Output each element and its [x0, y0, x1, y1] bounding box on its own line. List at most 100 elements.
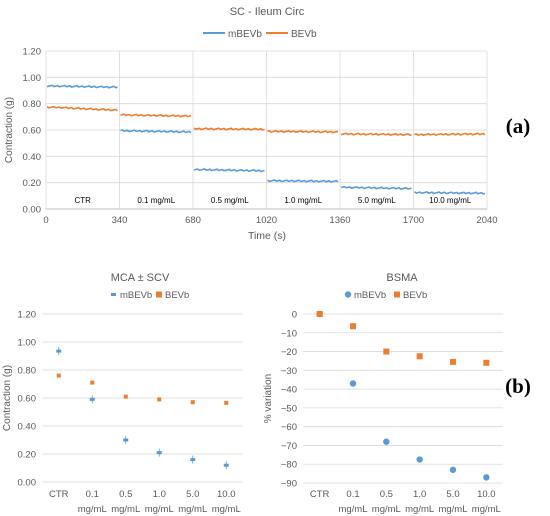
panel-label-a: (a)	[506, 114, 531, 138]
x-tick-label: CTR	[310, 489, 330, 500]
x-tick-label: mg/mL	[78, 504, 107, 515]
trace-mBEVb-segment-4	[340, 185, 412, 190]
trace-mBEVb-segment-5	[414, 191, 486, 195]
x-tick-label: 1020	[256, 215, 277, 226]
point-BEVb	[450, 358, 456, 365]
legend-label-mBEVb: mBEVb	[120, 290, 152, 301]
point-BEVb	[190, 400, 195, 405]
legend-marker-BEVb	[156, 291, 162, 298]
point-BEVb	[350, 323, 356, 330]
point-BEVb	[416, 353, 423, 360]
point-BEVb	[316, 311, 323, 317]
x-tick-label: 10.0	[217, 489, 236, 500]
legend-label-mBEVb: mBEVb	[354, 290, 386, 301]
segment-label: 0.1 mg/mL	[137, 196, 175, 205]
segment-label: 1.0 mg/mL	[284, 196, 322, 205]
y-tick-label: −20	[281, 347, 297, 358]
time-course-chart: SC - Ileum Circ mBEVb BEVb 0.00 0.20 0.40 0.60…	[4, 6, 498, 242]
point-BEVb	[383, 348, 390, 355]
y-tick-label: −50	[281, 403, 297, 414]
x-tick-label: 0	[43, 215, 48, 226]
point-BEVb	[90, 380, 95, 385]
trace-mBEVb-segment-1	[120, 129, 192, 134]
x-tick-label: 10.0	[477, 489, 496, 500]
y-tick-label: 1.20	[18, 310, 37, 321]
legend-marker-mBEVb	[111, 293, 116, 296]
y-tick-label: 0.60	[23, 126, 42, 137]
legend-label-BEVb: BEVb	[403, 290, 427, 301]
legend-label-BEVb: BEVb	[165, 290, 189, 301]
x-tick-label: 0.1	[346, 489, 359, 500]
x-tick-label: 1.0	[413, 489, 426, 500]
trace-mBEVb-segment-3	[267, 179, 339, 183]
x-tick-label: 340	[112, 215, 128, 226]
chart-title: MCA ± SCV	[111, 272, 170, 284]
segment-label: CTR	[75, 196, 92, 205]
segment-label: 0.5 mg/mL	[211, 196, 249, 205]
legend-label-mBEVb: mBEVb	[228, 29, 262, 40]
y-tick-label: 0.80	[18, 366, 37, 377]
y-tick-label: 0.00	[18, 478, 37, 489]
point-mBEVb	[349, 380, 357, 387]
x-tick-label: mg/mL	[111, 504, 140, 515]
y-tick-label: 0.40	[23, 152, 42, 163]
x-tick-label: mg/mL	[338, 504, 367, 515]
y-tick-label: 1.20	[23, 47, 42, 58]
point-BEVb	[224, 400, 229, 405]
segment-label: 5.0 mg/mL	[358, 196, 396, 205]
point-BEVb	[483, 359, 490, 366]
segment-label: 10.0 mg/mL	[429, 196, 472, 205]
x-tick-label: mg/mL	[405, 504, 434, 515]
chart-a-title: SC - Ileum Circ	[230, 6, 305, 18]
legend-marker-mBEVb	[344, 291, 352, 298]
trace-BEVb-segment-5	[414, 132, 486, 137]
x-tick-label: 1360	[329, 215, 350, 226]
y-tick-label: 0.60	[18, 394, 37, 405]
x-tick-label: mg/mL	[145, 504, 174, 515]
y-axis-title: Contraction (g)	[2, 365, 13, 431]
trace-mBEVb-segment-0	[46, 84, 118, 89]
point-mBEVb	[483, 474, 490, 481]
x-tick-label: mg/mL	[438, 504, 467, 515]
y-tick-label: 0	[292, 310, 297, 321]
point-mBEVb	[416, 456, 423, 463]
trace-BEVb-segment-0	[46, 105, 118, 112]
x-tick-label: 5.0	[446, 489, 459, 500]
y-tick-label: 1.00	[18, 338, 37, 349]
trace-mBEVb-segment-2	[193, 168, 265, 173]
point-mBEVb	[449, 466, 457, 474]
x-tick-label: mg/mL	[372, 504, 401, 515]
point-mBEVb	[383, 438, 390, 445]
x-axis-title: Time (s)	[248, 230, 286, 242]
y-axis-title: Contraction (g)	[4, 97, 15, 163]
trace-BEVb-segment-4	[340, 132, 412, 137]
x-tick-label: mg/mL	[212, 504, 241, 515]
y-tick-label: −80	[281, 460, 297, 471]
x-tick-label: 1.0	[153, 489, 166, 500]
trace-BEVb-segment-3	[267, 129, 339, 134]
y-tick-label: 0.20	[23, 178, 42, 189]
x-tick-label: 0.1	[86, 489, 99, 500]
y-tick-label: −90	[281, 479, 297, 490]
y-tick-label: −10	[281, 328, 297, 339]
point-BEVb	[157, 397, 162, 402]
point-BEVb	[56, 373, 61, 378]
trace-BEVb-segment-1	[120, 113, 192, 118]
x-tick-label: 1700	[403, 215, 424, 226]
y-tick-label: −40	[281, 385, 297, 396]
mca-scatter-chart: MCA ± SCV mBEVb BEVb 0.00 0.20 0.40 0.60 0.80 1.…	[2, 272, 243, 515]
x-tick-label: 0.5	[380, 489, 393, 500]
x-tick-label: mg/mL	[472, 504, 501, 515]
y-tick-label: 0.40	[18, 422, 37, 433]
x-tick-label: 5.0	[186, 489, 199, 500]
y-tick-label: −70	[281, 441, 297, 452]
y-axis-title: % variation	[263, 374, 274, 423]
y-tick-label: 1.00	[23, 73, 42, 84]
x-tick-label: 680	[185, 215, 201, 226]
chart-title: BSMA	[386, 272, 418, 284]
x-tick-label: 0.5	[119, 489, 132, 500]
x-tick-label: 2040	[476, 215, 497, 226]
y-tick-label: 0.20	[18, 450, 37, 461]
trace-BEVb-segment-2	[193, 127, 265, 131]
